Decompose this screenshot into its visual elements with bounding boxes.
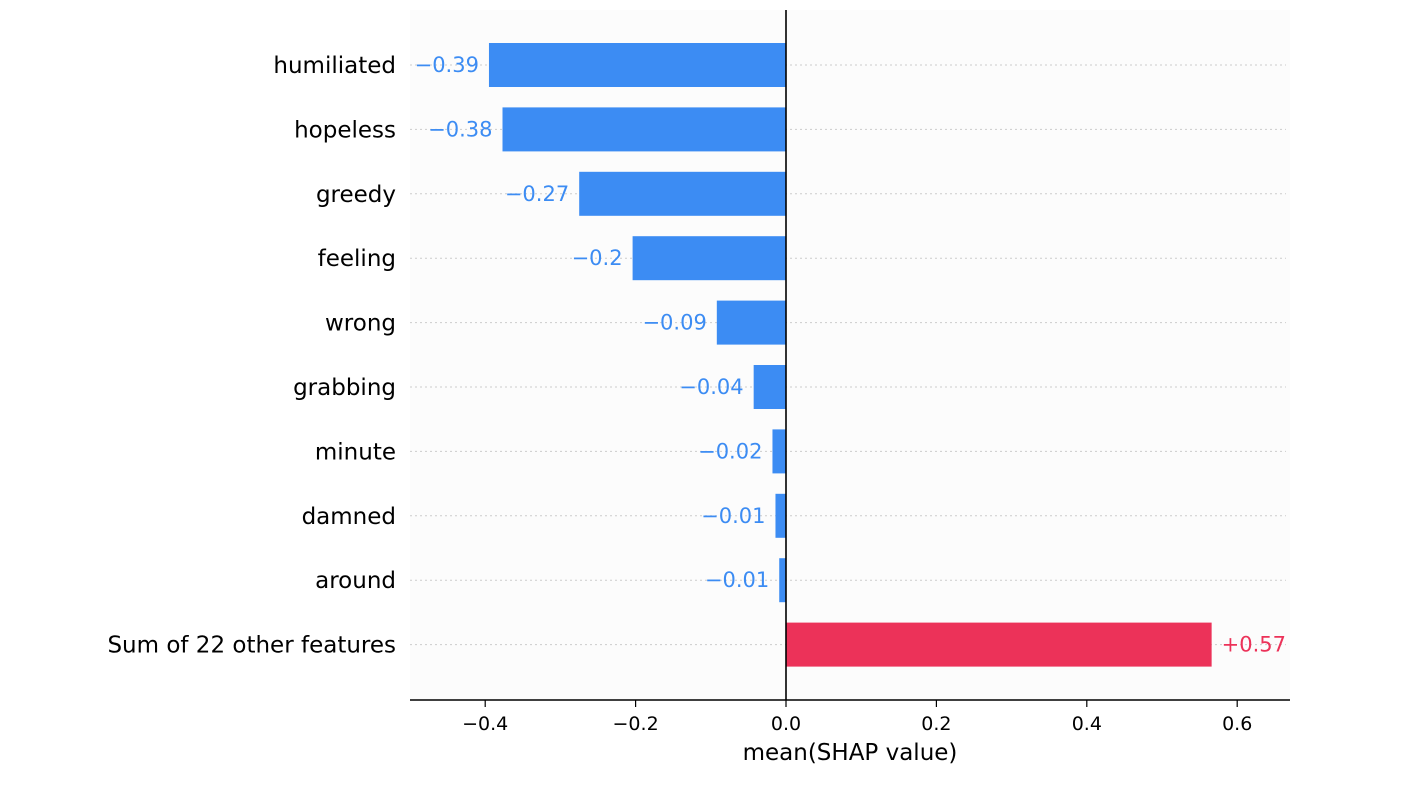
- x-tick-label: 0.2: [921, 713, 951, 735]
- value-label: −0.01: [705, 568, 769, 592]
- bar: [779, 558, 786, 603]
- x-tick-label: 0.0: [771, 713, 801, 735]
- value-label: −0.04: [679, 375, 743, 399]
- feature-label: minute: [315, 439, 396, 465]
- bar: [772, 429, 786, 474]
- value-label: −0.39: [415, 53, 479, 77]
- x-tick-label: −0.2: [613, 713, 659, 735]
- x-axis-title: mean(SHAP value): [743, 740, 958, 766]
- x-axis: −0.4 −0.2 0.0 0.2 0.4 0.6: [410, 10, 1290, 735]
- feature-label: around: [315, 568, 396, 594]
- feature-label: damned: [302, 504, 396, 530]
- value-label: −0.02: [698, 439, 762, 463]
- bars: [488, 43, 1212, 667]
- bar: [632, 236, 786, 281]
- x-tick-label: 0.6: [1222, 713, 1252, 735]
- bar: [488, 43, 786, 87]
- feature-label: humiliated: [273, 53, 396, 79]
- feature-label: feeling: [318, 246, 396, 272]
- feature-label: wrong: [325, 311, 396, 337]
- value-label: −0.38: [428, 117, 492, 141]
- feature-labels: humiliated hopeless greedy feeling wrong grab…: [107, 53, 396, 659]
- x-tick-label: −0.4: [462, 713, 508, 735]
- x-tick-label: 0.4: [1072, 713, 1102, 735]
- bar: [786, 622, 1212, 667]
- feature-label: hopeless: [294, 117, 396, 143]
- value-label: −0.2: [572, 246, 623, 270]
- value-labels: −0.39 −0.38 −0.27 −0.2 −0.09 −0.04 −0.02 −0.01 −…: [415, 53, 1286, 657]
- value-label: −0.01: [701, 504, 765, 528]
- bar: [775, 493, 786, 538]
- feature-label: Sum of 22 other features: [107, 633, 396, 659]
- bar: [753, 365, 786, 409]
- feature-label: grabbing: [293, 375, 396, 401]
- value-label: −0.09: [642, 311, 706, 335]
- feature-label: greedy: [316, 182, 396, 208]
- value-label: −0.27: [505, 182, 569, 206]
- value-label: +0.57: [1222, 633, 1286, 657]
- bar: [579, 171, 786, 216]
- bar: [716, 300, 786, 345]
- bar: [502, 107, 786, 152]
